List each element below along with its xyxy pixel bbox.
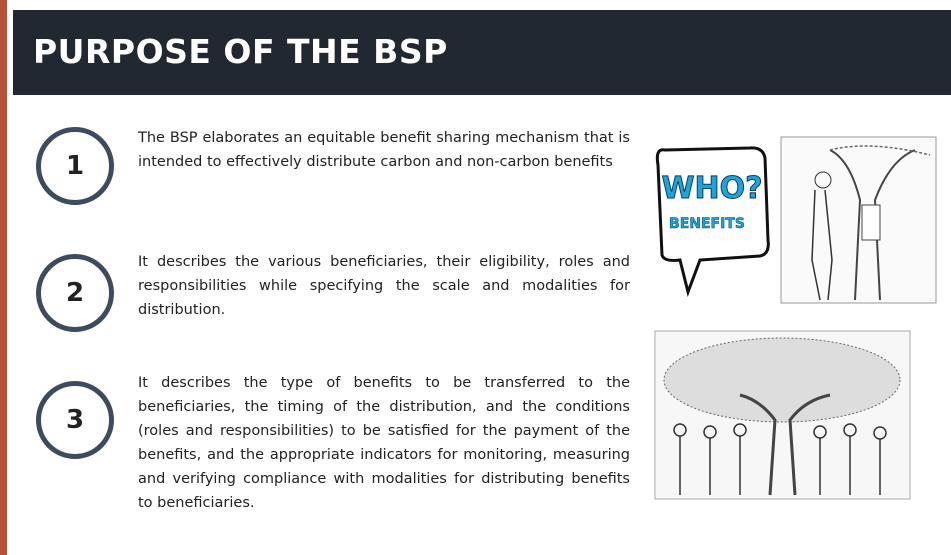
speech-bubble: WHO? BENEFITS	[657, 148, 768, 292]
cartoon	[781, 137, 936, 303]
bubble-text: BENEFITS	[669, 216, 745, 232]
slide: PURPOSE OF THE BSP 1 The BSP elaborates …	[0, 0, 951, 555]
illustrations: WHO? BENEFITS	[0, 0, 951, 555]
tree-drawing	[655, 331, 910, 499]
bubble-text: WHO?	[661, 171, 762, 206]
